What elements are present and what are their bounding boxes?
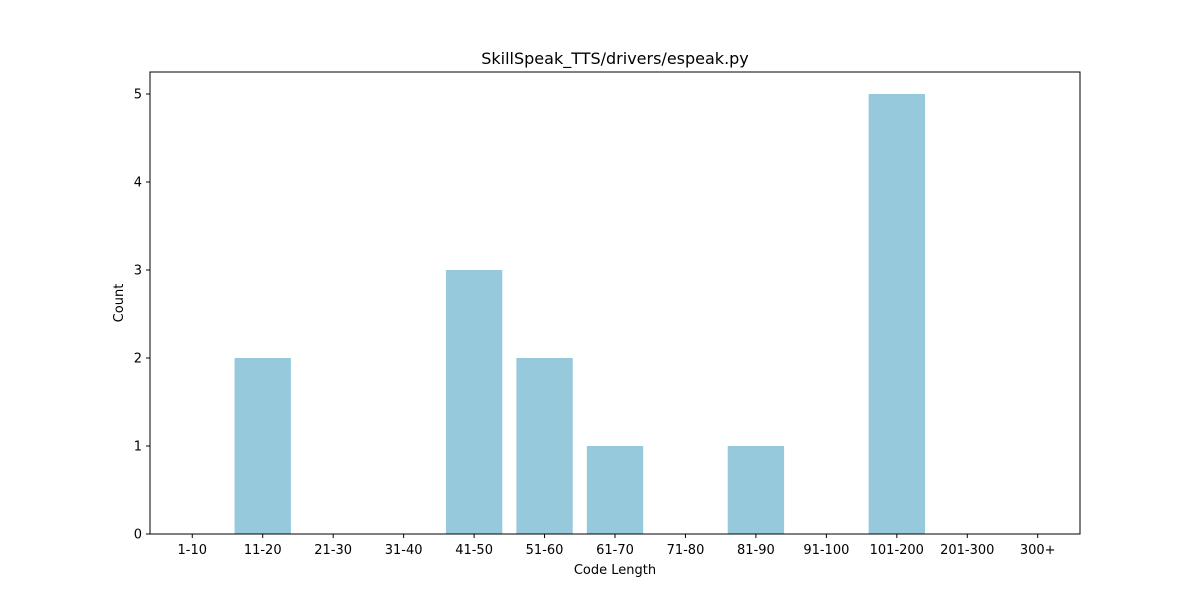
x-axis-title: Code Length: [574, 563, 656, 578]
x-tick-label: 1-10: [178, 543, 208, 558]
y-tick-label: 5: [134, 88, 142, 103]
y-axis-title: Count: [112, 284, 127, 323]
x-tick-label: 201-300: [940, 543, 994, 558]
bar-81-90: [727, 446, 785, 534]
y-tick-label: 1: [134, 440, 142, 455]
x-tick-label: 11-20: [244, 543, 282, 558]
bar-41-50: [445, 270, 503, 534]
y-tick-label: 4: [134, 176, 142, 191]
x-axis: 1-10 11-20 21-30 31-40 41-50 51-60 61-70 71-80 8…: [178, 534, 1056, 558]
x-tick-label: 101-200: [870, 543, 924, 558]
y-tick-label: 0: [134, 528, 142, 543]
bar-101-200: [868, 94, 925, 534]
x-tick-label: 31-40: [385, 543, 423, 558]
x-tick-label: 21-30: [314, 543, 352, 558]
x-tick-label: 300+: [1020, 543, 1056, 558]
x-tick-label: 81-90: [737, 543, 775, 558]
y-tick-label: 3: [134, 264, 142, 279]
chart-title: SkillSpeak_TTS/drivers/espeak.py: [481, 49, 749, 69]
y-tick-label: 2: [134, 352, 142, 367]
bars-group: [234, 94, 925, 534]
y-axis: 0 1 2 3 4 5: [134, 88, 150, 543]
bar-51-60: [516, 358, 573, 534]
x-tick-label: 41-50: [455, 543, 493, 558]
x-tick-label: 61-70: [596, 543, 634, 558]
bar-11-20: [234, 358, 291, 534]
bar-61-70: [586, 446, 644, 534]
x-tick-label: 91-100: [803, 543, 849, 558]
x-tick-label: 71-80: [667, 543, 705, 558]
x-tick-label: 51-60: [526, 543, 564, 558]
